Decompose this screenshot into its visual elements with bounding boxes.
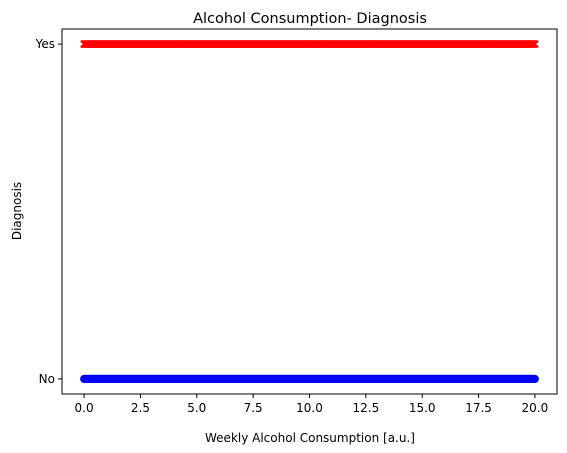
- y-tick-label: No: [39, 372, 55, 386]
- x-axis: 0.0 2.5 5.0 7.5 10.0 12.5 15.0 17.5 20.0: [75, 394, 549, 415]
- x-tick-label: 15.0: [409, 401, 436, 415]
- x-axis-label: Weekly Alcohol Consumption [a.u.]: [205, 431, 415, 445]
- series-0: [80, 40, 539, 49]
- y-axis: No Yes: [35, 37, 62, 386]
- x-tick-label: 5.0: [187, 401, 206, 415]
- y-axis-label: Diagnosis: [10, 182, 24, 240]
- x-tick-label: 2.5: [131, 401, 150, 415]
- x-tick-label: 12.5: [352, 401, 379, 415]
- data-point: [530, 40, 539, 49]
- x-tick-label: 20.0: [522, 401, 549, 415]
- chart-title: Alcohol Consumption- Diagnosis: [193, 11, 427, 27]
- x-tick-label: 0.0: [75, 401, 94, 415]
- x-tick-label: 10.0: [296, 401, 323, 415]
- data-point: [530, 374, 539, 383]
- x-tick-label: 17.5: [465, 401, 492, 415]
- plot-area: [80, 40, 539, 383]
- y-tick-label: Yes: [35, 37, 55, 51]
- x-tick-label: 7.5: [244, 401, 263, 415]
- series-1: [80, 374, 539, 383]
